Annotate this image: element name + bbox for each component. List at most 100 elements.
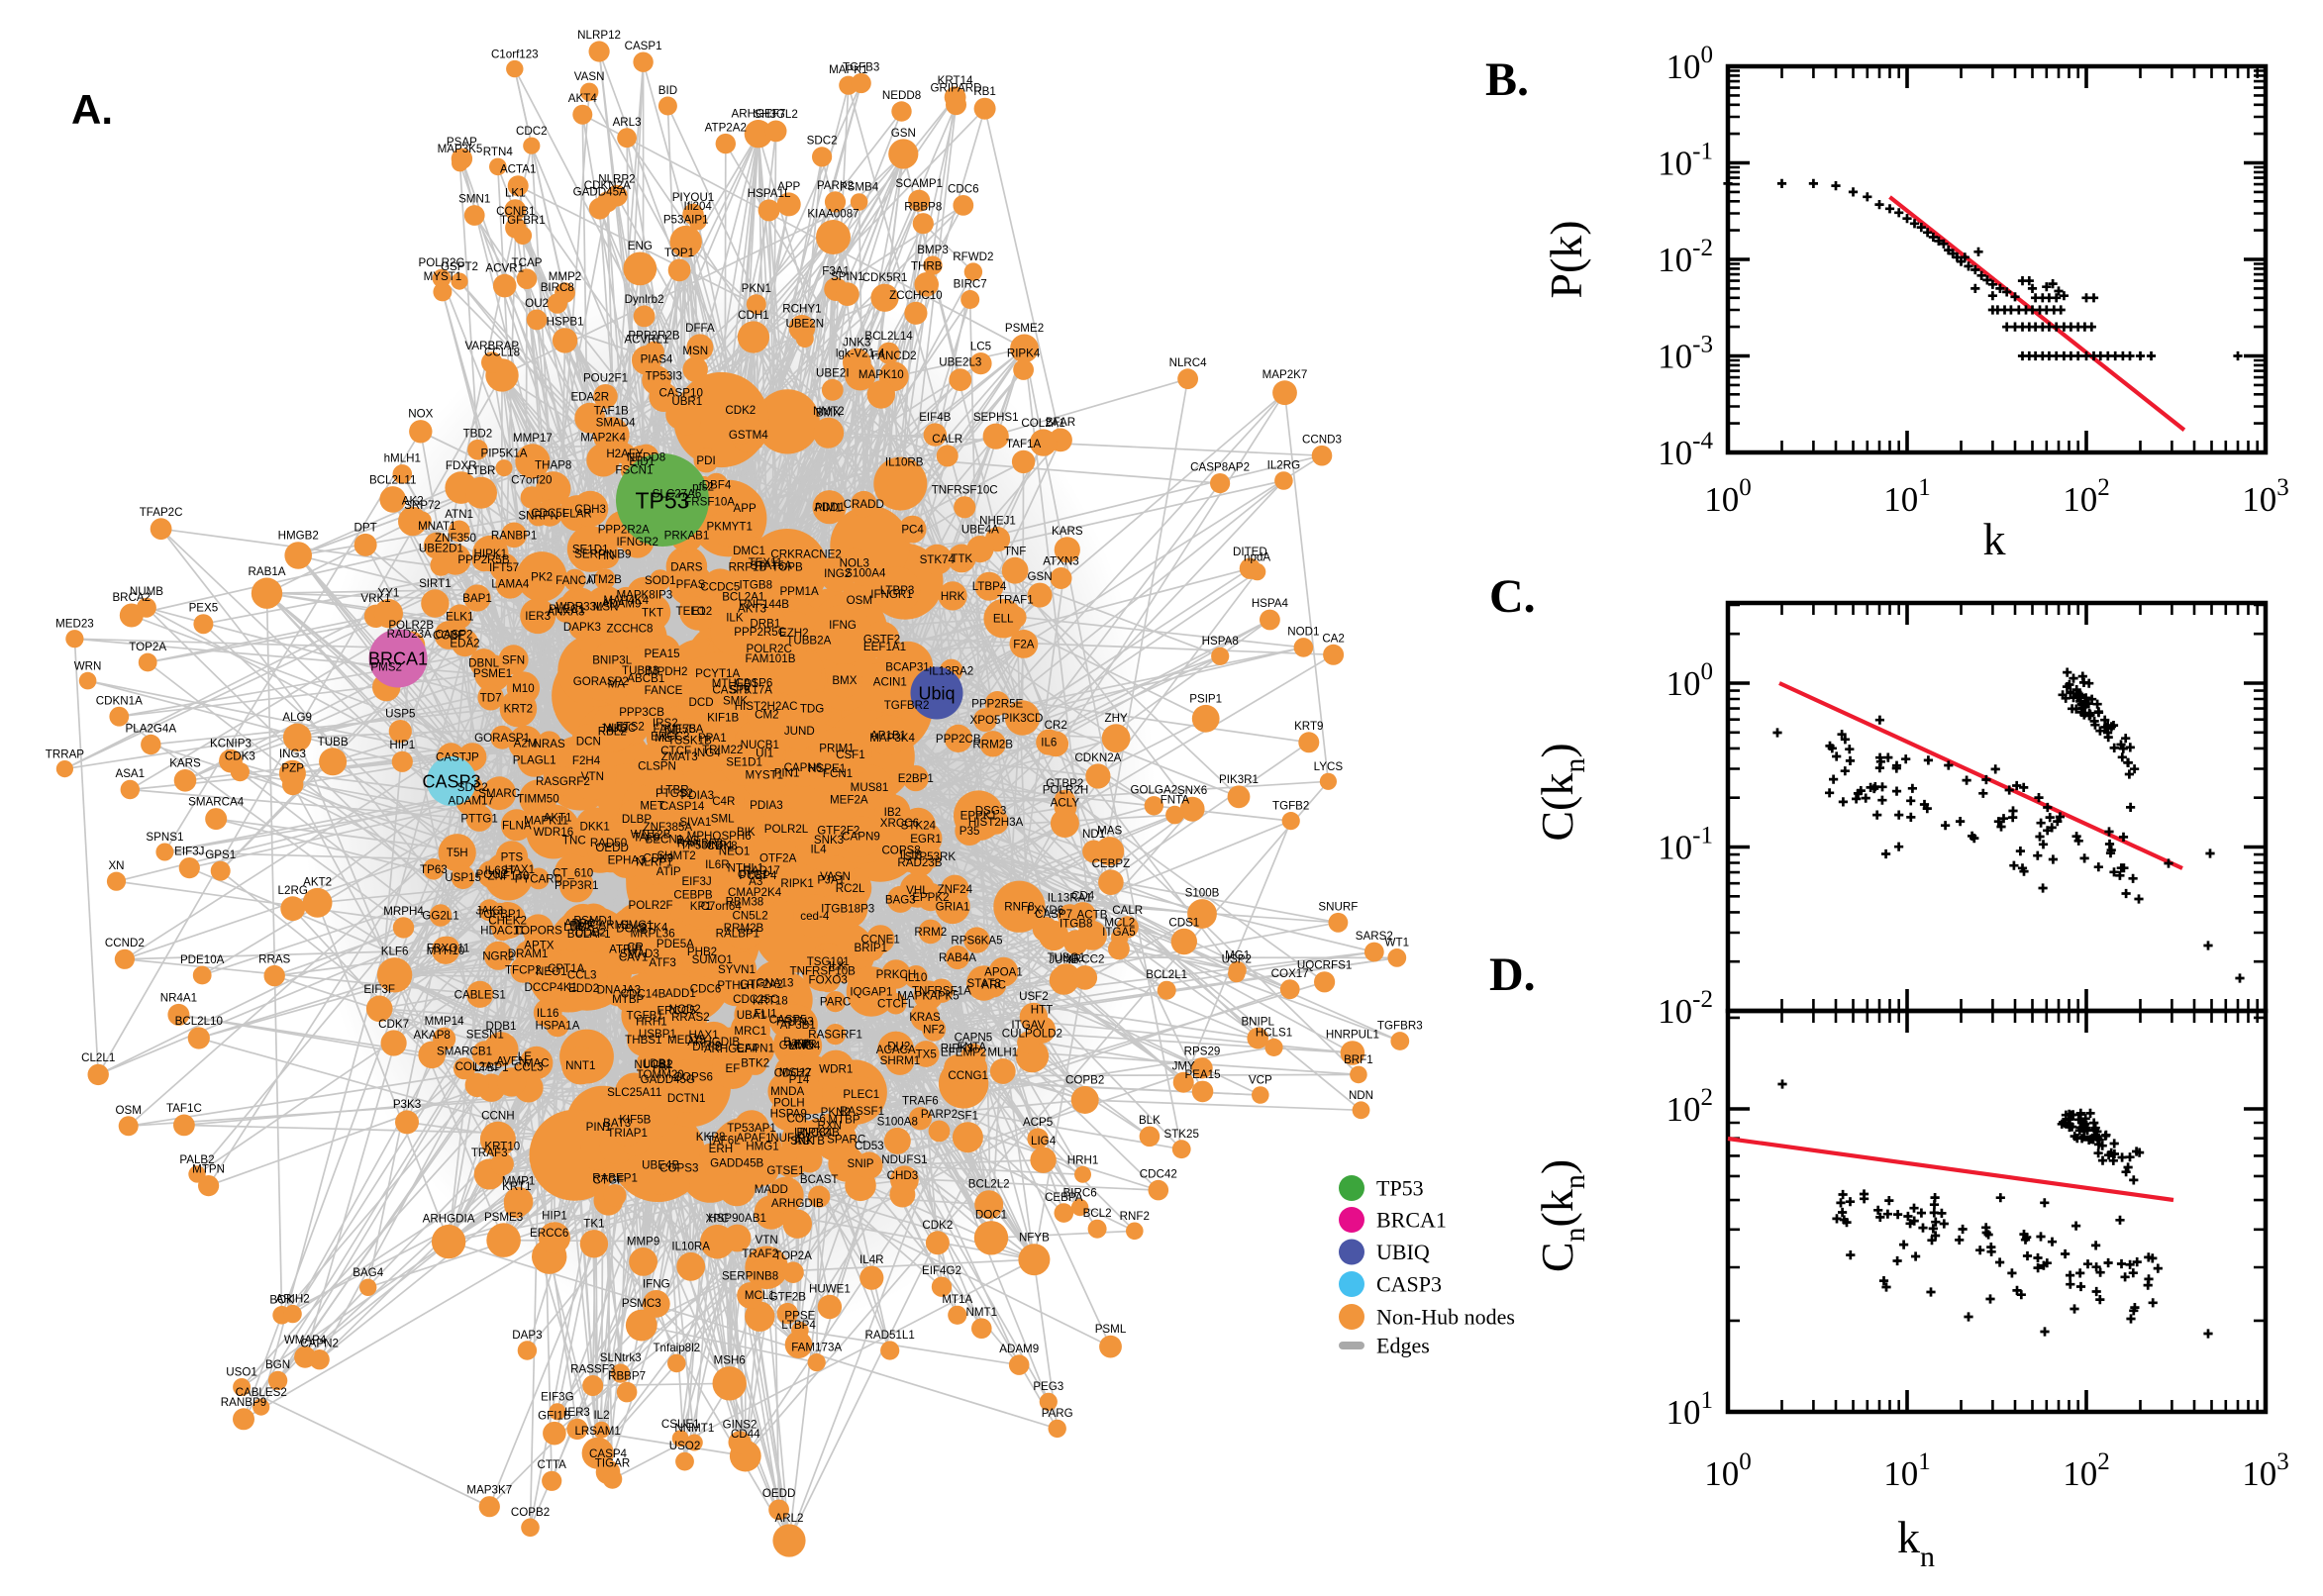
svg-text:CCL18: CCL18 — [484, 347, 520, 359]
svg-text:MAPK10: MAPK10 — [858, 368, 904, 381]
svg-text:CDC2: CDC2 — [516, 125, 548, 138]
svg-text:CDKN2A: CDKN2A — [584, 179, 631, 192]
svg-text:AKT3: AKT3 — [738, 602, 766, 615]
svg-text:OEDD: OEDD — [595, 842, 629, 854]
svg-text:EID1: EID1 — [629, 455, 655, 468]
svg-text:GADD45G: GADD45G — [641, 1073, 695, 1086]
svg-text:MET: MET — [655, 732, 678, 745]
svg-text:ARL3: ARL3 — [613, 116, 642, 129]
svg-text:MAPK11: MAPK11 — [524, 815, 568, 828]
svg-text:MNAT1: MNAT1 — [418, 520, 455, 533]
svg-text:CAPN2: CAPN2 — [300, 1338, 339, 1350]
svg-text:NEDD8: NEDD8 — [882, 89, 921, 102]
svg-text:FANCE: FANCE — [645, 684, 683, 697]
svg-text:CAV1: CAV1 — [619, 951, 648, 964]
svg-text:HMG1: HMG1 — [746, 1141, 779, 1153]
svg-text:RRM2B: RRM2B — [724, 922, 764, 935]
svg-text:STAT5A: STAT5A — [751, 559, 792, 572]
svg-text:TSSK1B: TSSK1B — [667, 734, 712, 747]
svg-text:TOP2A: TOP2A — [774, 1249, 812, 1262]
svg-text:RRAS2: RRAS2 — [671, 1011, 710, 1024]
svg-text:MSH2: MSH2 — [779, 1066, 811, 1079]
svg-text:BCL2L14: BCL2L14 — [864, 330, 913, 343]
svg-text:WMAP4: WMAP4 — [284, 1334, 327, 1347]
svg-text:DCD: DCD — [689, 696, 714, 709]
svg-text:PIN1: PIN1 — [774, 767, 800, 780]
svg-text:IL6ST: IL6ST — [485, 864, 516, 877]
svg-text:BOK: BOK — [269, 1294, 294, 1307]
svg-text:IL6R: IL6R — [705, 858, 730, 871]
svg-text:CHEK2: CHEK2 — [488, 915, 527, 928]
svg-text:SUMO1: SUMO1 — [692, 953, 733, 966]
svg-text:BCAP31: BCAP31 — [885, 661, 929, 674]
svg-text:PSML: PSML — [1095, 1323, 1127, 1336]
svg-text:JUND: JUND — [784, 725, 815, 738]
svg-text:HMGB2: HMGB2 — [278, 530, 319, 543]
svg-text:MET: MET — [640, 800, 663, 813]
svg-text:RALBP1: RALBP1 — [716, 928, 759, 941]
svg-text:SOD1: SOD1 — [645, 574, 676, 587]
svg-text:USO1: USO1 — [226, 1365, 257, 1378]
svg-text:COPS6: COPS6 — [674, 1071, 713, 1084]
svg-text:ALG9: ALG9 — [282, 711, 312, 724]
svg-text:SCAMP1: SCAMP1 — [895, 177, 943, 190]
svg-text:USP5: USP5 — [385, 708, 415, 721]
svg-text:HSPA8: HSPA8 — [1202, 635, 1239, 648]
svg-text:BNIP3L: BNIP3L — [592, 653, 633, 666]
svg-text:JMY: JMY — [1172, 1059, 1195, 1072]
svg-text:BRCA1: BRCA1 — [1376, 1208, 1447, 1233]
svg-text:RIPK4: RIPK4 — [1007, 348, 1041, 360]
svg-text:HN: HN — [598, 549, 615, 562]
svg-text:HM: HM — [653, 1060, 670, 1073]
svg-text:ATN1: ATN1 — [445, 508, 473, 521]
svg-text:MTHFD1: MTHFD1 — [712, 677, 758, 690]
svg-text:ABCB1: ABCB1 — [627, 672, 664, 685]
svg-text:JP: JP — [465, 751, 479, 764]
svg-text:NLRP1: NLRP1 — [636, 856, 672, 869]
svg-text:LTBP1: LTBP1 — [474, 1061, 509, 1074]
svg-text:MTPN: MTPN — [192, 1162, 225, 1175]
svg-text:RPS6KA5: RPS6KA5 — [951, 935, 1002, 948]
svg-text:RABEP1: RABEP1 — [592, 1172, 638, 1185]
svg-text:PTHLH: PTHLH — [717, 979, 755, 992]
svg-text:CD4: CD4 — [1071, 890, 1095, 903]
svg-text:IFNG: IFNG — [829, 619, 857, 632]
svg-text:APP: APP — [733, 502, 756, 515]
svg-text:TOPB: TOPB — [771, 561, 803, 574]
svg-text:RBL2: RBL2 — [598, 725, 627, 738]
svg-text:DCN: DCN — [576, 735, 601, 748]
svg-text:GTSE1: GTSE1 — [766, 1164, 804, 1177]
svg-text:NUCB1: NUCB1 — [741, 739, 779, 751]
svg-text:CDK2: CDK2 — [922, 1219, 953, 1232]
svg-text:IFT57: IFT57 — [489, 561, 519, 574]
svg-text:PPP2R2B: PPP2R2B — [628, 329, 679, 342]
svg-text:IQGAP1: IQGAP1 — [850, 986, 892, 999]
svg-text:WDR33L: WDR33L — [556, 600, 603, 613]
svg-text:PSMB4: PSMB4 — [840, 181, 879, 194]
svg-text:OSM: OSM — [115, 1104, 141, 1117]
svg-text:POLR2H: POLR2H — [1043, 784, 1088, 797]
svg-text:TP53I3: TP53I3 — [646, 370, 682, 383]
svg-text:PKN2: PKN2 — [821, 1106, 851, 1119]
svg-text:STK74: STK74 — [920, 553, 956, 566]
svg-text:Ubiq: Ubiq — [918, 684, 955, 704]
svg-text:SDC2: SDC2 — [807, 135, 838, 148]
svg-text:ERCC6: ERCC6 — [530, 1227, 568, 1240]
svg-text:ACVRL1: ACVRL1 — [624, 334, 668, 347]
svg-text:SDC2: SDC2 — [457, 781, 488, 794]
svg-text:ING2: ING2 — [824, 567, 851, 580]
svg-text:TBD2: TBD2 — [463, 427, 493, 440]
svg-text:PIAS4: PIAS4 — [641, 353, 673, 366]
svg-text:PLA2G4A: PLA2G4A — [126, 722, 177, 735]
svg-text:EPPK1: EPPK1 — [960, 810, 997, 823]
svg-text:EZH2: EZH2 — [779, 627, 809, 640]
svg-text:COBF: COBF — [433, 630, 464, 643]
svg-text:BIK: BIK — [737, 826, 756, 839]
svg-text:CM2: CM2 — [755, 709, 778, 722]
svg-text:MT1A: MT1A — [942, 1293, 972, 1306]
svg-text:RNF144B: RNF144B — [739, 598, 789, 611]
svg-text:BFAR: BFAR — [1046, 416, 1075, 429]
svg-text:PSIP1: PSIP1 — [1189, 692, 1222, 705]
svg-text:PZP: PZP — [281, 761, 304, 774]
svg-text:TIMM50: TIMM50 — [517, 792, 559, 805]
